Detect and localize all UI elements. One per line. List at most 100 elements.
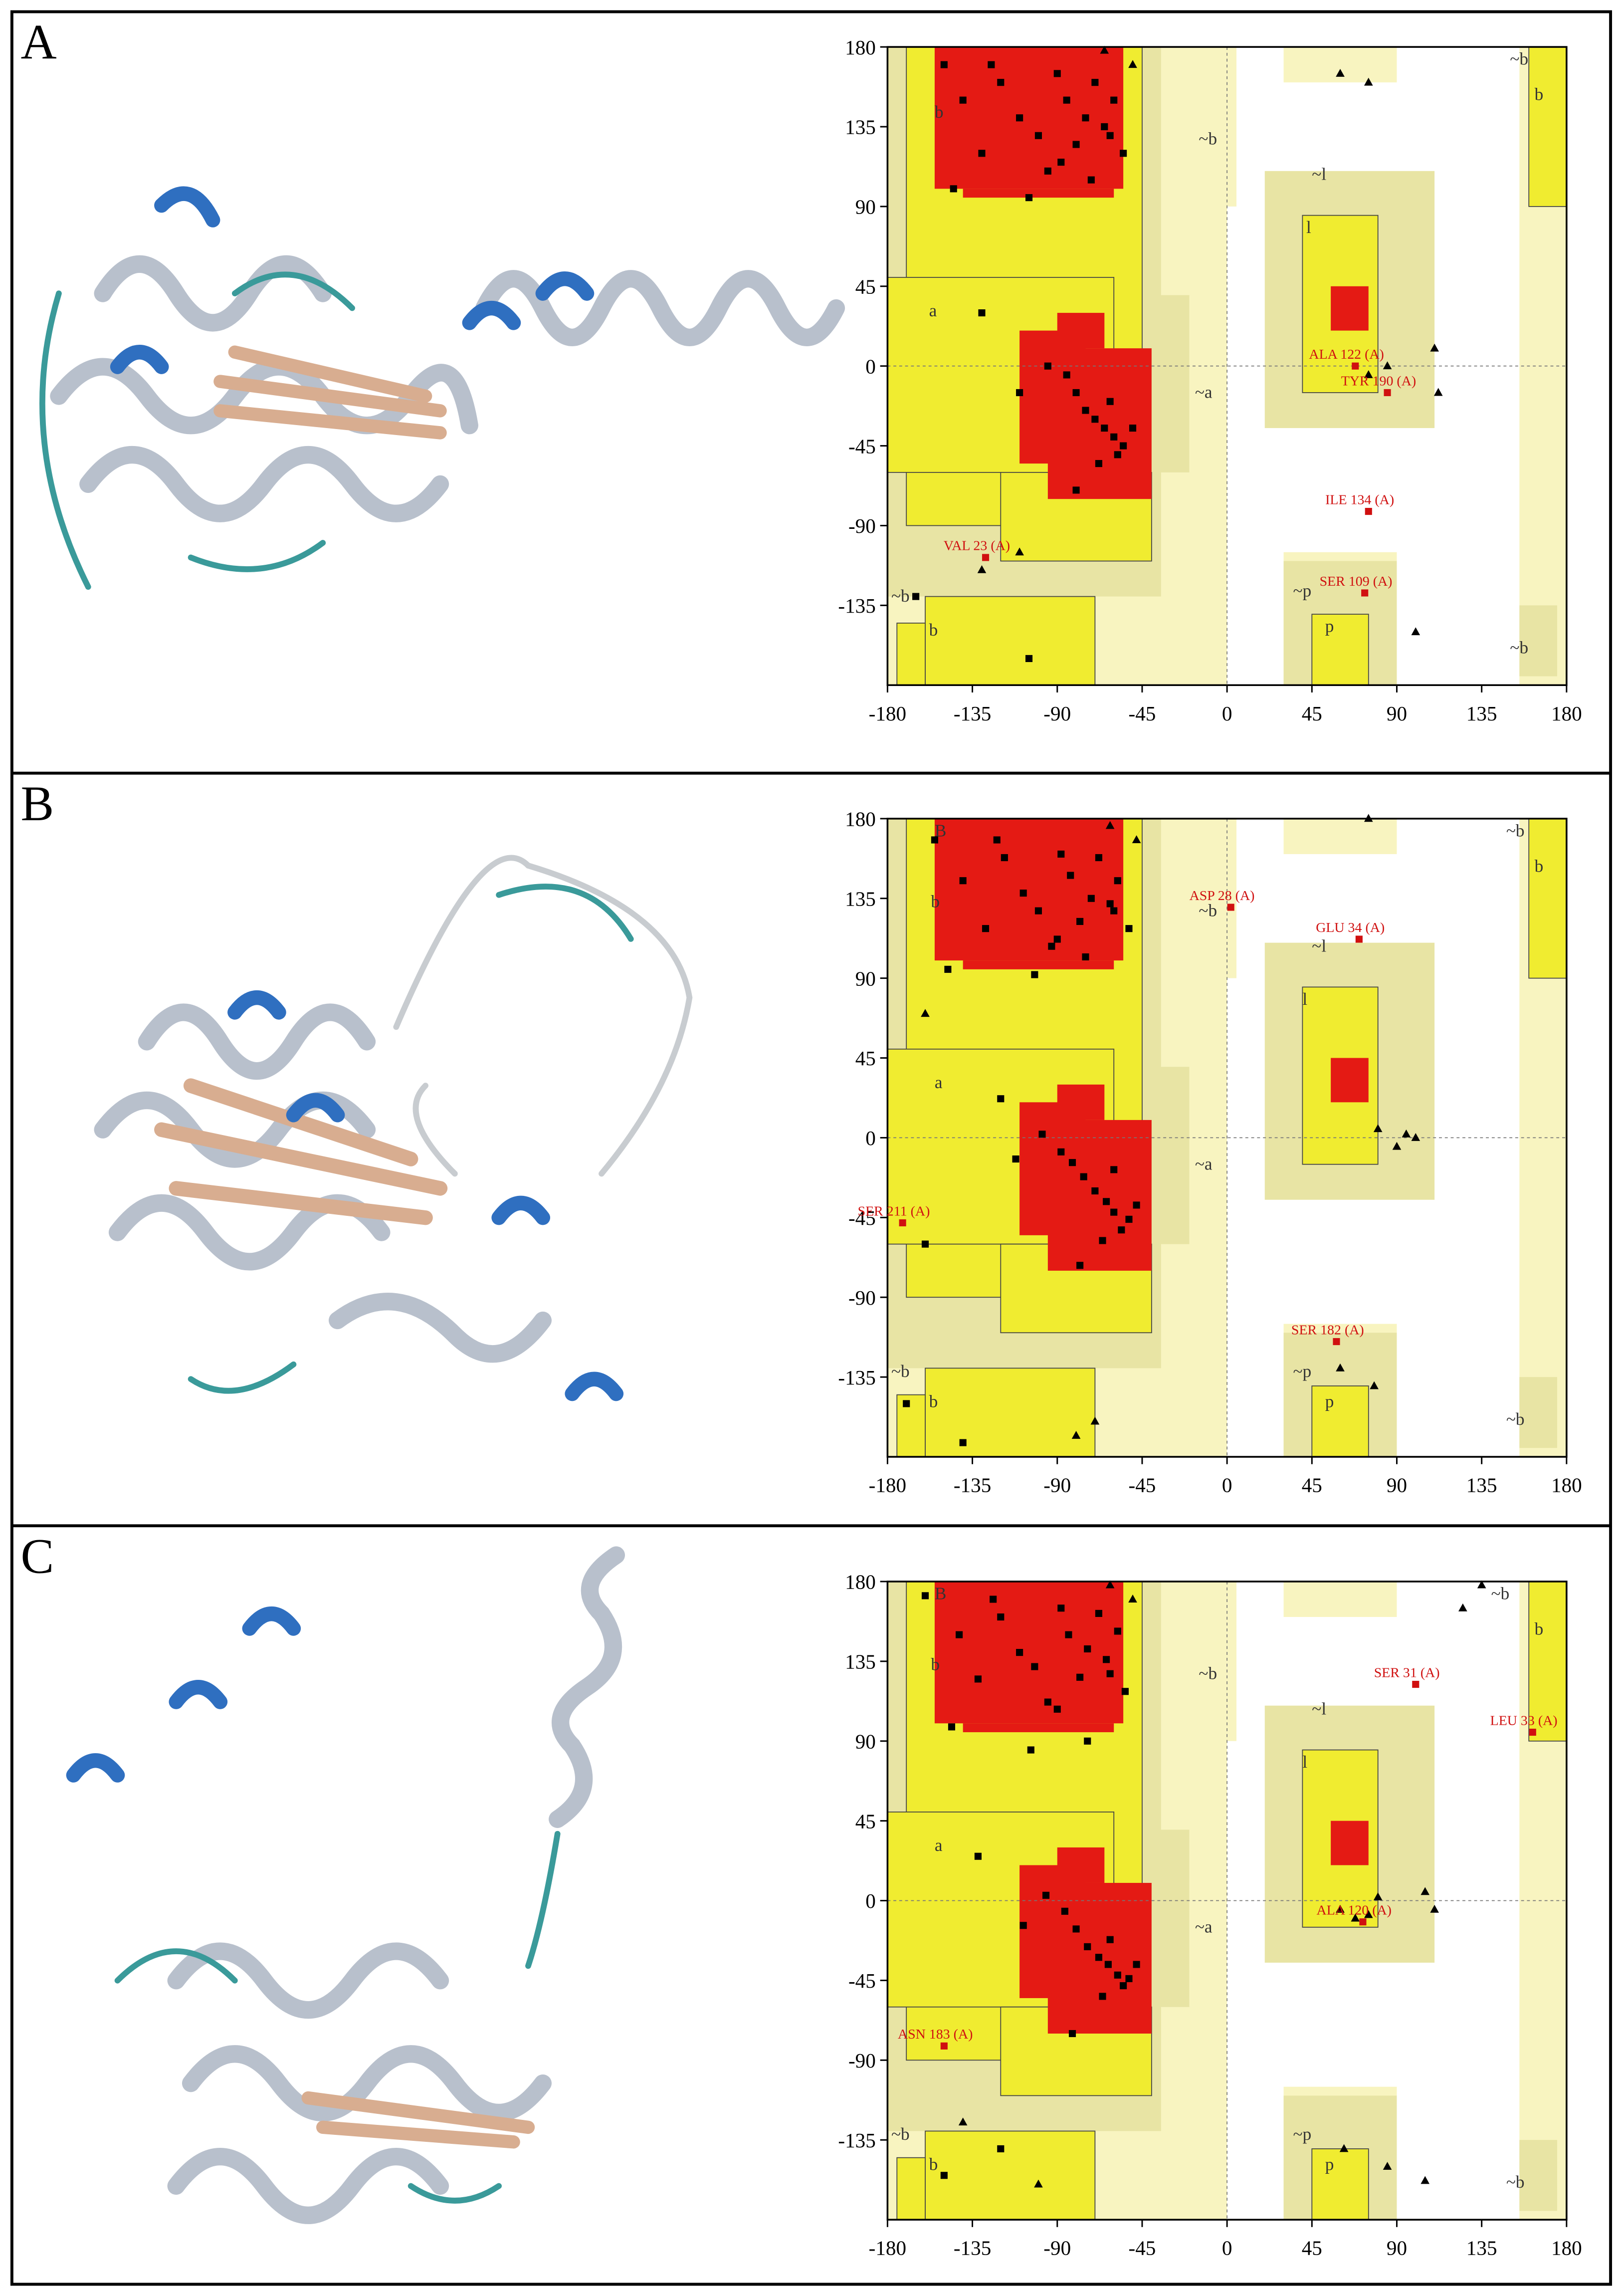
residue-point xyxy=(978,309,986,317)
x-tick-label: 180 xyxy=(1551,702,1582,725)
residue-point xyxy=(1110,907,1118,915)
residue-point xyxy=(1129,424,1137,432)
x-tick-label: -90 xyxy=(1043,702,1071,725)
residue-point xyxy=(921,1592,929,1600)
glycine-point xyxy=(1336,1904,1345,1913)
residue-point xyxy=(1227,904,1234,911)
residue-point xyxy=(1106,900,1114,908)
glycine-point xyxy=(1015,547,1024,556)
outlier-label: SER 31 (A) xyxy=(1374,1665,1440,1680)
residue-point xyxy=(1091,416,1099,423)
residue-point xyxy=(959,877,967,885)
region-label: B xyxy=(935,821,947,840)
allowed-region xyxy=(925,2130,1096,2220)
residue-point xyxy=(1044,167,1051,175)
allowed-region xyxy=(896,1394,926,1457)
y-tick-label: 45 xyxy=(855,1810,876,1833)
region-label: ~a xyxy=(1195,383,1213,402)
residue-point xyxy=(1053,1705,1061,1713)
glycine-point xyxy=(1132,835,1141,843)
region-label: ~a xyxy=(1195,1154,1213,1173)
residue-point xyxy=(1012,1155,1019,1163)
residue-point xyxy=(1072,486,1080,494)
residue-point xyxy=(1121,1688,1129,1695)
favoured-region xyxy=(1057,1847,1105,1883)
allowed-region xyxy=(1311,614,1369,686)
region-label: ~p xyxy=(1293,1362,1311,1381)
generous-region xyxy=(1208,818,1237,978)
y-tick-label: -135 xyxy=(838,2129,875,2152)
allowed-region xyxy=(1311,1385,1369,1457)
outlier-label: ILE 134 (A) xyxy=(1325,492,1394,507)
region-label: ~l xyxy=(1312,165,1326,184)
x-tick-label: 135 xyxy=(1466,2237,1497,2260)
favoured-region xyxy=(934,1581,1124,1724)
generous-region xyxy=(1519,2140,1557,2211)
favoured-region xyxy=(934,47,1124,189)
residue-point xyxy=(1072,389,1080,397)
residue-point xyxy=(1044,1698,1051,1706)
residue-point xyxy=(1110,1208,1118,1216)
residue-point xyxy=(1076,1673,1084,1681)
outlier-label: SER 211 (A) xyxy=(858,1203,930,1219)
x-tick-label: 135 xyxy=(1466,702,1497,725)
region-label: ~b xyxy=(891,586,910,606)
glycine-point xyxy=(1105,1580,1115,1589)
residue-point xyxy=(1019,1922,1027,1929)
residue-point xyxy=(1106,1670,1114,1677)
residue-point xyxy=(1133,1961,1140,1968)
x-tick-label: -135 xyxy=(954,2237,991,2260)
residue-point xyxy=(1106,1936,1114,1943)
residue-point xyxy=(1084,1645,1091,1653)
y-tick-label: -90 xyxy=(848,1286,876,1309)
residue-point xyxy=(1016,389,1023,397)
residue-point xyxy=(940,61,948,68)
generous-region xyxy=(1283,47,1397,83)
residue-point xyxy=(1061,1907,1068,1915)
allowed-region xyxy=(1528,46,1567,207)
generous-region xyxy=(1283,1581,1397,1617)
generous-region xyxy=(1519,605,1557,677)
y-tick-label: 0 xyxy=(865,1127,876,1149)
y-tick-label: -90 xyxy=(848,2049,876,2072)
protein-c xyxy=(66,1372,625,2224)
x-tick-label: -180 xyxy=(869,2237,906,2260)
region-label: l xyxy=(1302,989,1307,1009)
outlier-label: ALA 122 (A) xyxy=(1309,347,1384,362)
x-tick-label: 90 xyxy=(1387,2237,1407,2260)
x-tick-label: -45 xyxy=(1129,702,1156,725)
region-label: ~b xyxy=(1199,1663,1217,1683)
residue-point xyxy=(1106,398,1114,405)
y-tick-label: 180 xyxy=(845,1571,876,1594)
x-tick-label: -90 xyxy=(1043,2237,1071,2260)
residue-point xyxy=(974,1852,982,1860)
y-tick-label: 45 xyxy=(855,1047,876,1070)
residue-point xyxy=(1125,925,1133,932)
residue-point xyxy=(1095,1609,1103,1617)
x-tick-label: -180 xyxy=(869,1474,906,1497)
residue-point xyxy=(1044,362,1051,370)
residue-point xyxy=(1099,1237,1106,1244)
residue-point xyxy=(903,1400,910,1407)
y-tick-label: -90 xyxy=(848,514,876,537)
x-tick-label: 45 xyxy=(1302,2237,1322,2260)
favoured-region xyxy=(1331,1821,1369,1865)
residue-point xyxy=(1103,1656,1110,1663)
glycine-point xyxy=(1034,2179,1043,2188)
residue-point xyxy=(1084,1943,1091,1950)
residue-point xyxy=(1125,1215,1133,1223)
generous-region xyxy=(1208,47,1237,207)
favoured-region xyxy=(1019,1102,1086,1235)
residue-point xyxy=(1034,907,1042,915)
residue-point xyxy=(1016,1649,1023,1656)
residue-point xyxy=(1384,389,1391,397)
region-label: ~b xyxy=(1199,901,1217,920)
residue-point xyxy=(1025,655,1033,663)
glycine-point xyxy=(1402,1129,1411,1138)
region-label: ~p xyxy=(1293,581,1311,601)
residue-point xyxy=(1114,877,1121,885)
outlier-label: GLU 34 (A) xyxy=(1316,920,1385,935)
residue-point xyxy=(1101,424,1108,432)
region-label: p xyxy=(1325,1392,1334,1411)
